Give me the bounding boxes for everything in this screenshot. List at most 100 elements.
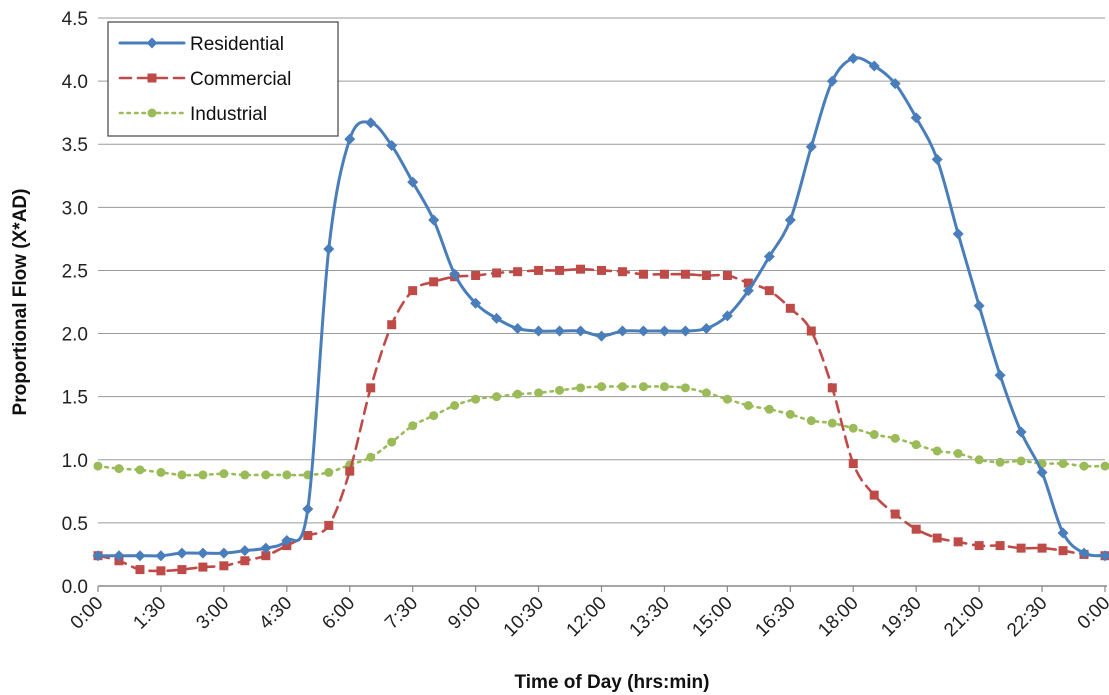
data-point-industrial	[1016, 456, 1026, 466]
data-point-residential	[616, 325, 628, 337]
data-point-residential	[260, 542, 272, 554]
series-line-industrial	[96, 385, 1107, 477]
data-point-industrial	[240, 470, 250, 480]
legend-entry-residential: Residential	[118, 34, 284, 55]
data-point-commercial	[135, 565, 145, 575]
x-tick-label: 16:30	[751, 593, 799, 641]
data-point-industrial	[576, 383, 586, 393]
data-point-commercial	[827, 383, 837, 393]
x-tick-label: 4:30	[255, 593, 296, 634]
data-point-residential	[92, 550, 104, 562]
data-point-commercial	[198, 562, 208, 572]
data-point-residential	[994, 369, 1006, 381]
data-point-residential	[1078, 547, 1090, 559]
data-point-residential	[826, 75, 838, 87]
x-tick-label: 3:00	[192, 593, 233, 634]
data-point-industrial	[890, 433, 900, 443]
y-tick-label: 2.0	[62, 325, 88, 346]
data-point-commercial	[890, 509, 900, 519]
data-point-commercial	[680, 269, 690, 279]
data-point-residential	[302, 503, 314, 515]
data-point-industrial	[869, 430, 879, 440]
data-point-residential	[365, 117, 377, 129]
data-point-commercial	[366, 383, 376, 393]
data-point-commercial	[492, 268, 502, 278]
data-point-commercial	[534, 265, 544, 275]
data-point-residential	[197, 547, 209, 559]
data-point-residential	[847, 52, 859, 64]
y-tick-label: 2.5	[62, 261, 88, 282]
data-point-commercial	[177, 565, 187, 575]
data-point-residential	[931, 153, 943, 165]
x-tick-label: 18:00	[814, 593, 862, 641]
data-point-industrial	[555, 385, 565, 395]
data-point-residential	[889, 78, 901, 90]
y-tick-label: 0.0	[62, 577, 88, 598]
data-point-residential	[1057, 527, 1069, 539]
data-point-commercial	[513, 267, 523, 277]
data-point-industrial	[1100, 461, 1109, 471]
x-tick-label: 1:30	[129, 593, 170, 634]
data-point-residential	[596, 330, 607, 342]
data-point-industrial	[219, 469, 229, 479]
data-point-residential	[1099, 550, 1109, 562]
x-tick-label: 12:00	[563, 593, 611, 641]
data-point-industrial	[261, 470, 271, 480]
data-point-commercial	[932, 533, 942, 543]
data-point-residential	[449, 268, 461, 280]
data-point-commercial	[995, 541, 1005, 551]
data-point-industrial	[282, 470, 292, 480]
data-point-commercial	[1016, 543, 1026, 553]
data-point-commercial	[387, 320, 397, 330]
data-point-residential	[910, 112, 922, 124]
data-point-industrial	[659, 382, 669, 392]
x-tick-label: 19:30	[877, 593, 925, 641]
data-point-commercial	[345, 466, 355, 476]
data-point-residential	[176, 547, 188, 559]
series-industrial	[93, 382, 1109, 480]
data-point-commercial	[429, 277, 439, 287]
data-point-commercial	[303, 531, 313, 541]
data-point-residential	[533, 325, 545, 337]
data-point-residential	[1015, 426, 1027, 438]
series-commercial	[93, 264, 1109, 576]
x-axis-title: Time of Day (hrs:min)	[515, 672, 710, 693]
y-axis-ticks: 0.0 0.5 1.0 1.5 2.0 2.5 3.0 3.5 4.0 4.5	[62, 9, 88, 598]
x-tick-label: 15:00	[688, 593, 736, 641]
legend-entry-industrial: Industrial	[118, 104, 267, 125]
data-point-residential	[952, 228, 964, 240]
data-point-commercial	[471, 270, 481, 280]
data-point-industrial	[638, 382, 648, 392]
data-point-industrial	[722, 394, 732, 404]
data-point-residential	[491, 312, 503, 324]
data-point-residential	[973, 300, 985, 312]
data-point-residential	[742, 285, 754, 297]
series-line-commercial	[96, 267, 1107, 573]
data-point-residential	[554, 325, 566, 337]
y-tick-label: 1.0	[62, 451, 88, 472]
data-point-commercial	[597, 265, 606, 275]
data-point-commercial	[261, 551, 271, 561]
y-tick-label: 4.5	[62, 9, 88, 30]
data-point-industrial	[597, 382, 606, 392]
data-point-industrial	[743, 401, 753, 411]
data-point-commercial	[219, 561, 229, 571]
data-point-industrial	[156, 467, 166, 477]
x-tick-label: 7:30	[381, 593, 422, 634]
data-point-commercial	[911, 524, 921, 534]
data-point-residential	[512, 323, 524, 335]
data-point-commercial	[555, 265, 565, 275]
data-point-residential	[700, 323, 712, 335]
data-point-commercial	[869, 490, 879, 500]
data-point-commercial	[1058, 546, 1068, 556]
data-point-residential	[407, 176, 419, 188]
x-tick-label: 6:00	[318, 593, 359, 634]
data-point-industrial	[429, 411, 439, 421]
data-point-industrial	[135, 465, 145, 475]
data-point-residential	[658, 325, 670, 337]
data-point-industrial	[974, 455, 984, 465]
data-point-residential	[679, 325, 691, 337]
data-point-industrial	[471, 394, 481, 404]
legend-marker-commercial	[147, 73, 157, 83]
